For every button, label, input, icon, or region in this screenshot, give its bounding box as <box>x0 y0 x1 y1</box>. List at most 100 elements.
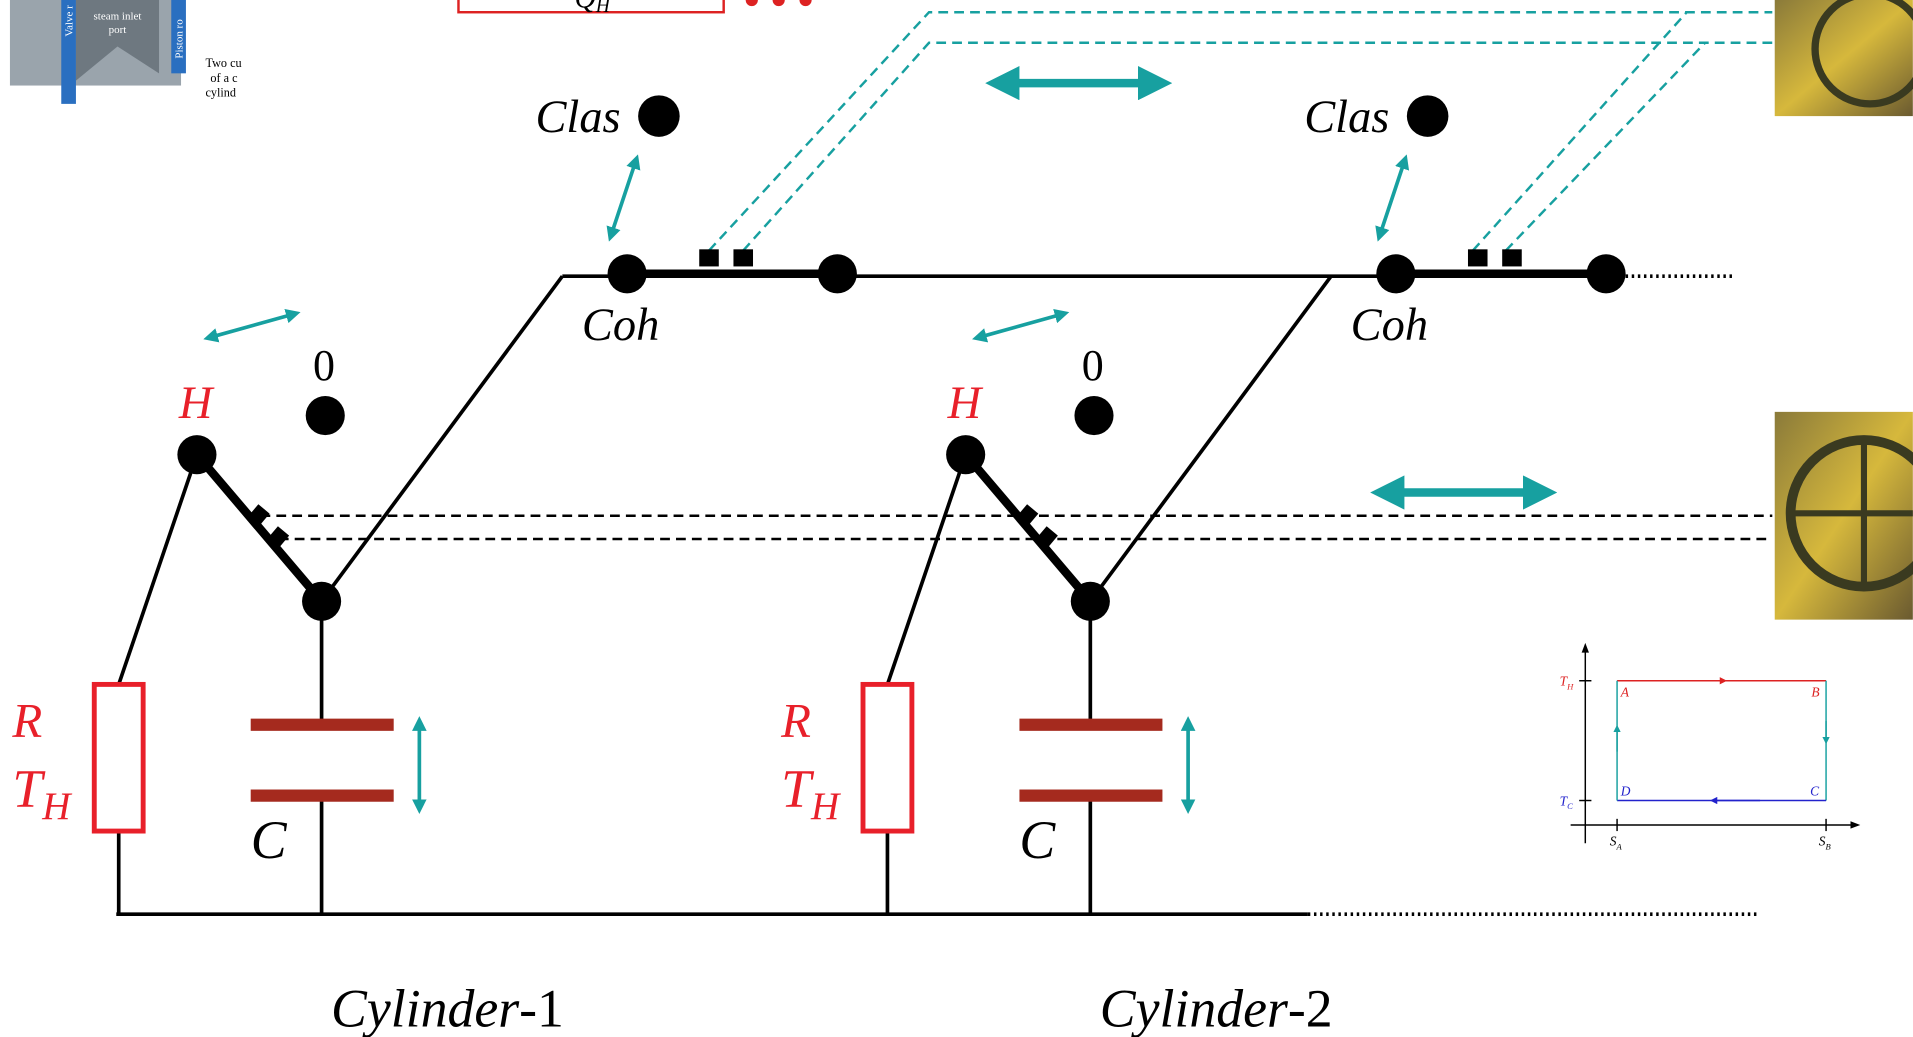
cylinder-title-part: -2 <box>1288 979 1333 1037</box>
coupling-top-label: Clas <box>1304 92 1389 143</box>
capacitor-plate <box>251 719 394 731</box>
thumb-text: port <box>109 24 127 36</box>
switch-hot-label: H <box>178 378 215 429</box>
resistor-label-part: R <box>11 693 42 748</box>
inset-label-part: C <box>1810 784 1820 799</box>
heat-label: Q <box>575 0 596 14</box>
wire <box>322 276 563 601</box>
coupling-bottom-label-part: Coh <box>1351 300 1428 351</box>
capacitor-label-part: C <box>251 810 288 870</box>
capacitor-label-part: C <box>1019 810 1056 870</box>
capacitor-plate <box>251 790 394 802</box>
switch-tab <box>1502 249 1522 266</box>
wire <box>1090 276 1331 601</box>
inset-label: TH <box>1560 674 1574 692</box>
coupling-bottom-label: Coh <box>1351 300 1428 351</box>
wire <box>611 161 635 234</box>
resistor-temp-label: TH <box>781 759 841 828</box>
switch-zero-label: 0 <box>313 341 335 390</box>
node <box>1376 254 1415 293</box>
inset-label-part: A <box>1620 685 1630 700</box>
coupling-top-label-part: Clas <box>535 92 620 143</box>
node <box>1587 254 1626 293</box>
inset-label-part: A <box>1615 841 1622 851</box>
coupling-top-label: Clas <box>535 92 620 143</box>
switch-tab <box>733 249 753 266</box>
axis-arrow <box>1582 643 1589 653</box>
coupling-top-label-part: Clas <box>1304 92 1389 143</box>
node <box>302 582 341 621</box>
cylinder-title-part: -1 <box>519 979 564 1037</box>
cylinder-title-part: Cylinder <box>1100 979 1289 1037</box>
node <box>1071 582 1110 621</box>
switch-zero-label-part: 0 <box>1082 341 1104 390</box>
inset-label-part: H <box>1566 681 1574 691</box>
resistor-label: R <box>11 693 42 748</box>
coupling-bottom-label-part: Coh <box>582 300 659 351</box>
node <box>1407 95 1449 137</box>
switch-hot-label-part: H <box>178 378 215 429</box>
inset-label: SA <box>1610 834 1623 852</box>
node <box>608 254 647 293</box>
wire <box>119 455 197 685</box>
switch-zero-label-part: 0 <box>313 341 335 390</box>
resistor-temp-label-part: H <box>810 785 841 828</box>
node <box>946 435 985 474</box>
node <box>1074 396 1113 435</box>
capacitor-plate <box>1019 790 1162 802</box>
heat-label: QH <box>575 0 611 17</box>
wire <box>887 455 965 685</box>
thumb-text: cylind <box>205 86 236 100</box>
capacitor-label: C <box>1019 810 1056 870</box>
resistor-temp-label-part: H <box>41 785 72 828</box>
switch-hot-label: H <box>947 378 984 429</box>
inset-label-part: C <box>1567 801 1573 811</box>
thumb-text: Two cu <box>205 56 241 70</box>
inset-label: A <box>1620 685 1630 700</box>
page: {"header":{"heat_label":"Q","heat_sub":"… <box>0 0 1913 1037</box>
inset-label-part: D <box>1620 784 1631 799</box>
node <box>177 435 216 474</box>
heat-box: QH <box>458 0 811 17</box>
cylinder-title: Cylinder-1 <box>331 979 564 1037</box>
node <box>306 396 345 435</box>
axis-arrow <box>1851 821 1861 828</box>
wire <box>966 455 1091 602</box>
heat-sub: H <box>595 0 611 17</box>
inset-chart: TH TC SA SB A B C D <box>1560 643 1861 852</box>
thumb-text: Valve r <box>63 5 75 37</box>
inset-label: C <box>1810 784 1820 799</box>
switch-tab <box>1468 249 1488 266</box>
connections <box>116 12 1772 914</box>
resistor-label-part: R <box>780 693 811 748</box>
wire <box>1380 161 1404 234</box>
thumb-text: steam inlet <box>94 11 142 23</box>
capacitor-label: C <box>251 810 288 870</box>
thumbnail: steam inlet port Valve r Piston ro Two c… <box>10 0 242 104</box>
cylinder-title: Cylinder-2 <box>1100 979 1333 1037</box>
inset-label-part: B <box>1811 685 1819 700</box>
node <box>638 95 680 137</box>
resistor <box>94 684 143 831</box>
inset-label-part: B <box>1825 841 1831 851</box>
coupling-bottom-label: Coh <box>582 300 659 351</box>
node <box>818 254 857 293</box>
thumb-text: of a c <box>210 71 238 85</box>
wire <box>197 455 322 602</box>
switch-zero-label: 0 <box>1082 341 1104 390</box>
inset-label: TC <box>1560 793 1573 811</box>
capacitor-plate <box>1019 719 1162 731</box>
resistor-label: R <box>780 693 811 748</box>
resistor-temp-label: TH <box>12 759 72 828</box>
wire <box>979 314 1062 337</box>
diagram: steam inlet port Valve r Piston ro Two c… <box>0 0 1913 1037</box>
thumb-text: Piston ro <box>173 19 185 59</box>
resistor-temp-label-part: T <box>781 759 815 819</box>
photo <box>1775 0 1913 620</box>
inset-label: B <box>1811 685 1819 700</box>
cylinder-title-part: Cylinder <box>331 979 520 1037</box>
inset-label: D <box>1620 784 1631 799</box>
switch-hot-label-part: H <box>947 378 984 429</box>
inset-label: SB <box>1819 834 1832 852</box>
